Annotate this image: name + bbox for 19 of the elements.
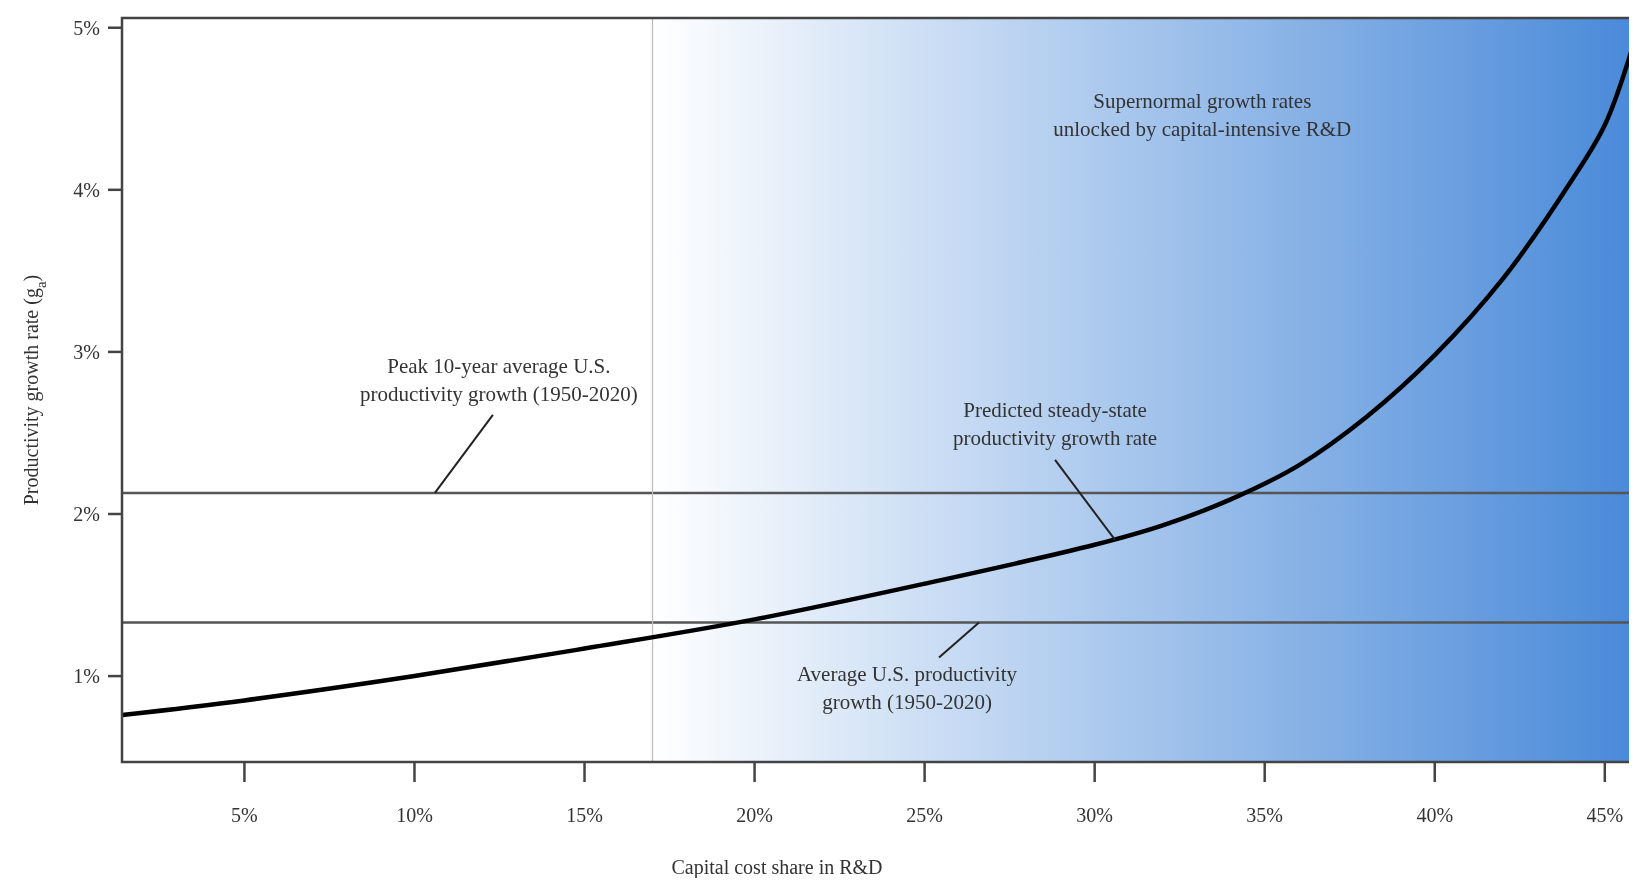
x-tick-label: 25% xyxy=(906,804,943,826)
band-label: Supernormal growth rates unlocked by capital-intensive R&D xyxy=(1053,89,1352,142)
y-tick-label: 2% xyxy=(73,503,100,525)
y-tick-label: 3% xyxy=(73,340,100,363)
y-tick-label: 5% xyxy=(73,16,100,39)
x-tick-label: 45% xyxy=(1586,804,1624,826)
x-tick-label: 10% xyxy=(396,804,433,826)
annotation: Average U.S. productivity growth (1950-2020) xyxy=(797,661,1018,714)
x-tick-label: 35% xyxy=(1246,804,1284,826)
annotation: Predicted steady-state productivity growth rate xyxy=(953,397,1158,451)
annotation: Peak 10-year average U.S. productivity growth (1950-2020) xyxy=(360,353,638,407)
x-tick-label: 5% xyxy=(231,804,258,826)
x-tick-label: 20% xyxy=(736,804,773,826)
x-tick-label: 15% xyxy=(566,804,603,826)
y-tick-label: 1% xyxy=(73,665,100,688)
x-axis-title: Capital cost share in R&D xyxy=(671,856,883,879)
x-tick-label: 40% xyxy=(1416,804,1454,826)
y-tick-label: 4% xyxy=(73,178,100,201)
x-tick-label: 30% xyxy=(1076,804,1113,826)
